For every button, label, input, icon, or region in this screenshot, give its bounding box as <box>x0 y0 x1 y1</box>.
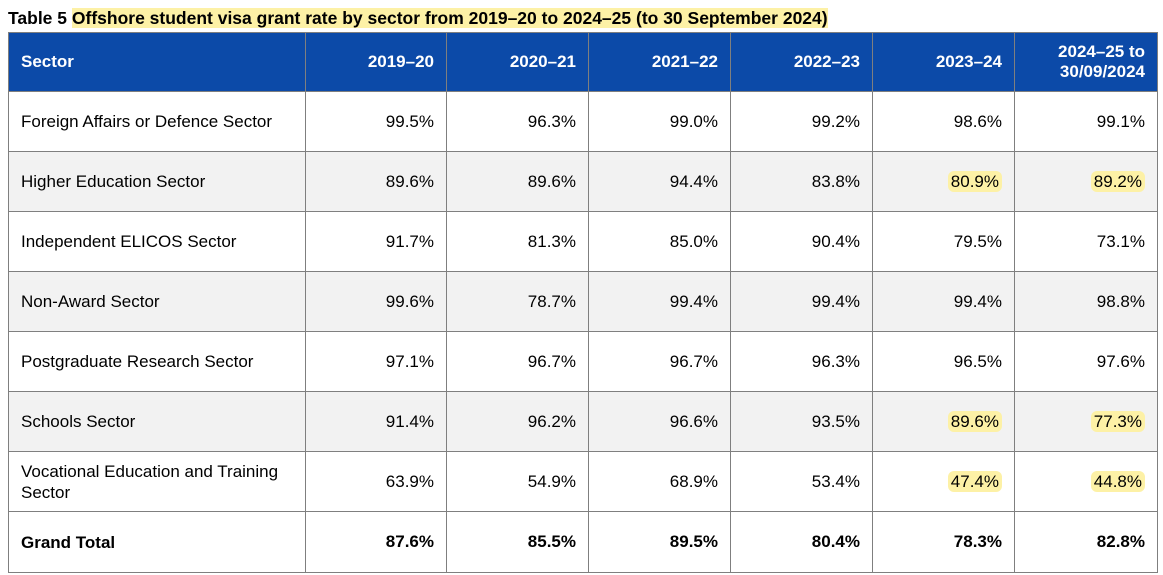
grant-rate-table: Sector 2019–20 2020–21 2021–22 2022–23 2… <box>8 32 1158 573</box>
cell-value: 91.4% <box>305 391 447 452</box>
row-sector: Postgraduate Research Sector <box>8 331 306 392</box>
cell-value: 82.8% <box>1014 511 1158 573</box>
cell-value-highlighted: 89.6% <box>872 391 1015 452</box>
cell-value: 99.5% <box>305 91 447 152</box>
cell-value: 98.6% <box>872 91 1015 152</box>
grand-total-row: Grand Total 87.6% 85.5% 89.5% 80.4% 78.3… <box>8 511 1158 573</box>
highlight-mark: 47.4% <box>947 470 1002 492</box>
highlight-mark: 89.6% <box>947 410 1002 432</box>
table-row: Foreign Affairs or Defence Sector 99.5% … <box>8 91 1158 152</box>
header-2019-20: 2019–20 <box>305 32 447 92</box>
header-row: Sector 2019–20 2020–21 2021–22 2022–23 2… <box>8 32 1158 92</box>
table-row: Schools Sector 91.4% 96.2% 96.6% 93.5% 8… <box>8 391 1158 452</box>
cell-value: 83.8% <box>730 151 873 212</box>
cell-value-highlighted: 47.4% <box>872 451 1015 512</box>
cell-value: 89.6% <box>305 151 447 212</box>
header-2021-22: 2021–22 <box>588 32 731 92</box>
cell-value: 78.7% <box>446 271 589 332</box>
cell-value: 78.3% <box>872 511 1015 573</box>
cell-value: 54.9% <box>446 451 589 512</box>
table-row: Independent ELICOS Sector 91.7% 81.3% 85… <box>8 211 1158 272</box>
cell-value: 93.5% <box>730 391 873 452</box>
highlight-mark: 89.2% <box>1090 170 1145 192</box>
highlight-mark: 77.3% <box>1090 410 1145 432</box>
cell-value: 81.3% <box>446 211 589 272</box>
table-row: Vocational Education and Training Sector… <box>8 451 1158 512</box>
cell-value: 96.3% <box>446 91 589 152</box>
row-sector: Independent ELICOS Sector <box>8 211 306 272</box>
row-sector: Grand Total <box>8 511 306 573</box>
cell-value: 73.1% <box>1014 211 1158 272</box>
cell-value: 99.4% <box>872 271 1015 332</box>
cell-value: 99.4% <box>730 271 873 332</box>
cell-value: 96.3% <box>730 331 873 392</box>
cell-value: 90.4% <box>730 211 873 272</box>
cell-value: 53.4% <box>730 451 873 512</box>
cell-value-highlighted: 44.8% <box>1014 451 1158 512</box>
cell-value: 96.2% <box>446 391 589 452</box>
cell-value: 89.6% <box>446 151 589 212</box>
header-sector: Sector <box>8 32 306 92</box>
cell-value: 79.5% <box>872 211 1015 272</box>
cell-value: 94.4% <box>588 151 731 212</box>
highlight-mark: 80.9% <box>947 170 1002 192</box>
table-row: Postgraduate Research Sector 97.1% 96.7%… <box>8 331 1158 392</box>
cell-value: 89.5% <box>588 511 731 573</box>
cell-value: 87.6% <box>305 511 447 573</box>
cell-value: 99.2% <box>730 91 873 152</box>
cell-value: 97.6% <box>1014 331 1158 392</box>
cell-value-highlighted: 77.3% <box>1014 391 1158 452</box>
cell-value: 99.1% <box>1014 91 1158 152</box>
table-row: Higher Education Sector 89.6% 89.6% 94.4… <box>8 151 1158 212</box>
header-2023-24: 2023–24 <box>872 32 1015 92</box>
cell-value: 80.4% <box>730 511 873 573</box>
cell-value: 91.7% <box>305 211 447 272</box>
cell-value-highlighted: 80.9% <box>872 151 1015 212</box>
header-2020-21: 2020–21 <box>446 32 589 92</box>
cell-value: 85.5% <box>446 511 589 573</box>
cell-value: 99.4% <box>588 271 731 332</box>
cell-value: 98.8% <box>1014 271 1158 332</box>
cell-value: 96.7% <box>588 331 731 392</box>
row-sector: Vocational Education and Training Sector <box>8 451 306 512</box>
cell-value: 99.0% <box>588 91 731 152</box>
cell-value: 85.0% <box>588 211 731 272</box>
table-row: Non-Award Sector 99.6% 78.7% 99.4% 99.4%… <box>8 271 1158 332</box>
cell-value: 96.7% <box>446 331 589 392</box>
row-sector: Foreign Affairs or Defence Sector <box>8 91 306 152</box>
caption-label: Table 5 <box>8 8 72 28</box>
header-2022-23: 2022–23 <box>730 32 873 92</box>
cell-value: 63.9% <box>305 451 447 512</box>
row-sector: Non-Award Sector <box>8 271 306 332</box>
cell-value: 96.6% <box>588 391 731 452</box>
cell-value: 99.6% <box>305 271 447 332</box>
row-sector: Higher Education Sector <box>8 151 306 212</box>
cell-value: 96.5% <box>872 331 1015 392</box>
header-2024-25: 2024–25 to 30/09/2024 <box>1014 32 1158 92</box>
cell-value-highlighted: 89.2% <box>1014 151 1158 212</box>
cell-value: 68.9% <box>588 451 731 512</box>
table-caption: Table 5 Offshore student visa grant rate… <box>8 6 828 30</box>
cell-value: 97.1% <box>305 331 447 392</box>
caption-title: Offshore student visa grant rate by sect… <box>71 8 828 28</box>
highlight-mark: 44.8% <box>1090 470 1145 492</box>
row-sector: Schools Sector <box>8 391 306 452</box>
